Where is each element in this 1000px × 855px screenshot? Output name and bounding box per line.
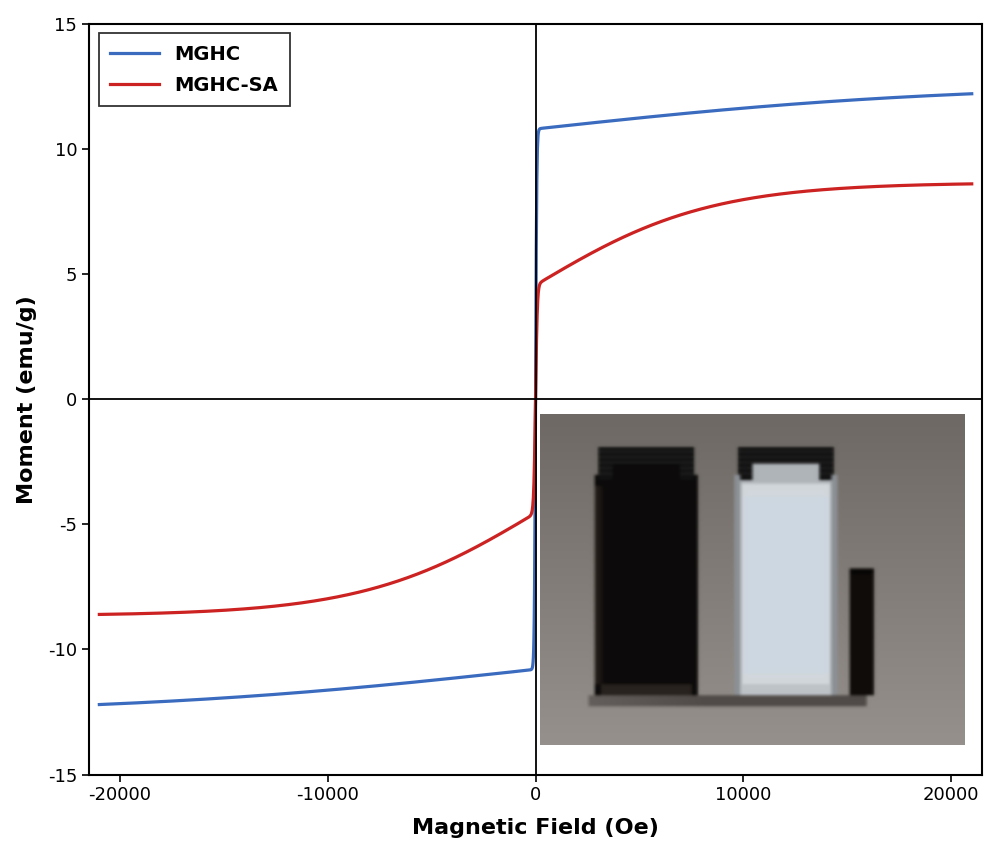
MGHC-SA [245,604,257,614]
MGHC-SA [949,179,961,189]
Legend: MGHC, MGHC-SA: MGHC, MGHC-SA [99,33,290,106]
MGHC-SA [428,563,440,573]
MGHC-SA [855,182,867,192]
MGHC-SA [193,606,205,616]
Line: MGHC: MGHC [99,94,972,705]
Y-axis label: Moment (emu/g): Moment (emu/g) [17,295,37,504]
MGHC-SA [466,545,478,555]
MGHC [245,691,257,701]
MGHC [193,694,205,705]
X-axis label: Magnetic Field (Oe): Magnetic Field (Oe) [412,818,659,839]
MGHC [93,699,105,710]
MGHC [466,671,478,681]
MGHC [855,94,867,104]
MGHC [428,675,440,685]
MGHC [966,89,978,99]
MGHC [949,90,961,100]
MGHC-SA [93,610,105,620]
Line: MGHC-SA: MGHC-SA [99,184,972,615]
MGHC-SA [966,179,978,189]
